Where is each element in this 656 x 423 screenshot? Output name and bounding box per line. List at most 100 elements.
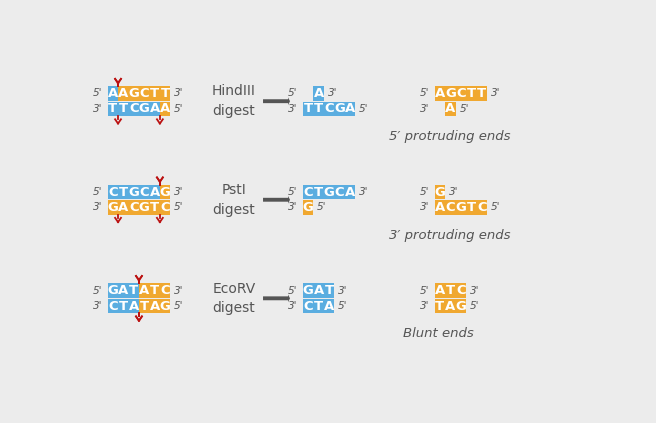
FancyBboxPatch shape: [435, 86, 487, 101]
Text: EcoRV
digest: EcoRV digest: [213, 282, 256, 315]
Text: C: C: [139, 186, 149, 198]
Text: C: C: [108, 299, 117, 313]
Text: 3': 3': [288, 301, 297, 311]
Text: 5': 5': [420, 88, 429, 99]
Text: A: A: [129, 299, 139, 313]
Text: C: C: [456, 87, 466, 100]
Text: C: C: [129, 201, 138, 214]
Text: 5': 5': [174, 203, 184, 212]
FancyBboxPatch shape: [435, 283, 466, 298]
FancyBboxPatch shape: [303, 299, 335, 313]
Text: C: C: [108, 186, 117, 198]
Text: 5': 5': [288, 187, 297, 197]
Text: T: T: [129, 284, 138, 297]
Text: A: A: [345, 186, 355, 198]
Text: 3': 3': [174, 187, 184, 197]
Text: G: G: [159, 299, 171, 313]
Text: G: G: [434, 186, 445, 198]
Text: A: A: [118, 201, 129, 214]
Text: G: G: [323, 186, 335, 198]
Text: T: T: [325, 284, 334, 297]
Text: 3': 3': [288, 104, 297, 114]
Text: A: A: [150, 299, 160, 313]
Text: T: T: [150, 87, 159, 100]
Text: C: C: [129, 102, 138, 115]
Text: T: T: [436, 299, 444, 313]
Text: 5': 5': [359, 104, 369, 114]
Text: 3': 3': [420, 301, 429, 311]
FancyBboxPatch shape: [303, 200, 314, 215]
Text: T: T: [161, 87, 170, 100]
Text: Blunt ends: Blunt ends: [403, 327, 474, 340]
Text: 3': 3': [288, 203, 297, 212]
Text: 3': 3': [92, 301, 102, 311]
Text: T: T: [314, 102, 323, 115]
FancyBboxPatch shape: [108, 299, 139, 313]
Text: T: T: [150, 284, 159, 297]
Text: A: A: [150, 186, 160, 198]
Text: 3': 3': [328, 88, 337, 99]
Text: T: T: [466, 87, 476, 100]
FancyBboxPatch shape: [303, 102, 355, 116]
Text: T: T: [119, 299, 128, 313]
FancyBboxPatch shape: [108, 185, 160, 199]
Text: T: T: [477, 87, 486, 100]
Text: A: A: [445, 299, 455, 313]
Text: 3': 3': [491, 88, 501, 99]
FancyBboxPatch shape: [435, 185, 445, 199]
Text: T: T: [304, 102, 313, 115]
Text: G: G: [139, 201, 150, 214]
Text: 3': 3': [359, 187, 369, 197]
Text: G: G: [139, 102, 150, 115]
Text: 5': 5': [491, 203, 501, 212]
FancyBboxPatch shape: [445, 102, 455, 116]
Text: A: A: [324, 299, 334, 313]
Text: G: G: [445, 87, 456, 100]
Text: 5': 5': [174, 104, 184, 114]
Text: G: G: [129, 186, 139, 198]
Text: 5': 5': [338, 301, 348, 311]
Text: A: A: [345, 102, 355, 115]
Text: A: A: [118, 87, 129, 100]
Text: T: T: [119, 102, 128, 115]
Text: 3': 3': [174, 286, 184, 296]
Text: A: A: [435, 87, 445, 100]
Text: A: A: [314, 284, 323, 297]
Text: G: G: [159, 186, 171, 198]
FancyBboxPatch shape: [118, 200, 171, 215]
Text: 5': 5': [92, 88, 102, 99]
Text: G: G: [108, 201, 118, 214]
FancyBboxPatch shape: [139, 299, 171, 313]
FancyBboxPatch shape: [108, 102, 160, 116]
Text: A: A: [435, 201, 445, 214]
Text: T: T: [314, 299, 323, 313]
Text: C: C: [445, 201, 455, 214]
Text: A: A: [139, 284, 150, 297]
FancyBboxPatch shape: [108, 86, 118, 101]
Text: T: T: [150, 201, 159, 214]
Text: 3': 3': [338, 286, 348, 296]
Text: 3': 3': [470, 286, 480, 296]
Text: A: A: [435, 284, 445, 297]
Text: A: A: [160, 102, 171, 115]
Text: 5': 5': [318, 203, 327, 212]
Text: G: G: [129, 87, 139, 100]
Text: C: C: [303, 186, 313, 198]
FancyBboxPatch shape: [108, 200, 118, 215]
FancyBboxPatch shape: [108, 283, 139, 298]
FancyBboxPatch shape: [160, 185, 171, 199]
Text: 5': 5': [470, 301, 480, 311]
Text: C: C: [139, 87, 149, 100]
Text: G: G: [455, 299, 466, 313]
FancyBboxPatch shape: [435, 299, 466, 313]
FancyBboxPatch shape: [314, 86, 324, 101]
Text: T: T: [108, 102, 117, 115]
Text: A: A: [314, 87, 323, 100]
Text: C: C: [477, 201, 487, 214]
FancyBboxPatch shape: [160, 102, 171, 116]
Text: A: A: [150, 102, 160, 115]
Text: 3': 3': [174, 88, 184, 99]
Text: 5': 5': [288, 88, 297, 99]
Text: G: G: [455, 201, 466, 214]
Text: C: C: [324, 102, 334, 115]
